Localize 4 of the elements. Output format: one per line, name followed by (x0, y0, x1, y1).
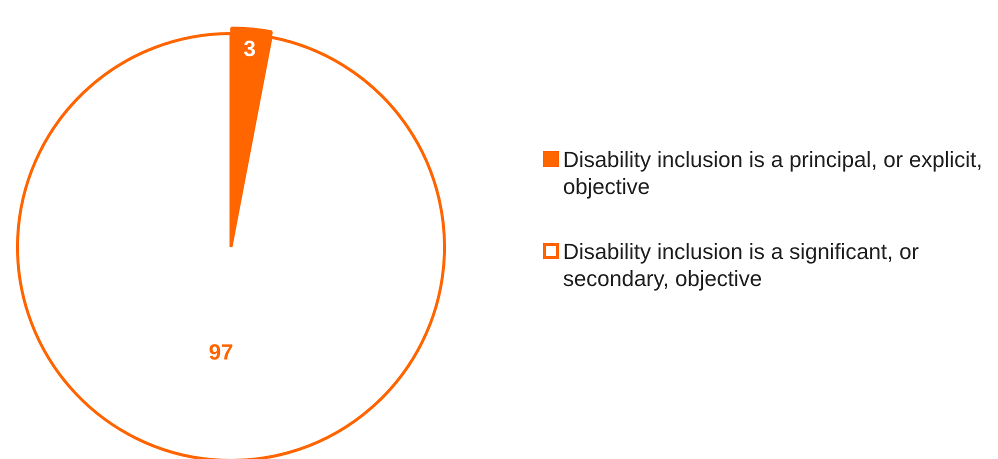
data-label: 3 (243, 36, 256, 62)
legend-label: Disability inclusion is a significant, or secondary, objective (563, 238, 920, 292)
legend-label: Disability inclusion is a principal, or explicit, objective (563, 146, 984, 200)
data-label: 97 (208, 339, 234, 364)
